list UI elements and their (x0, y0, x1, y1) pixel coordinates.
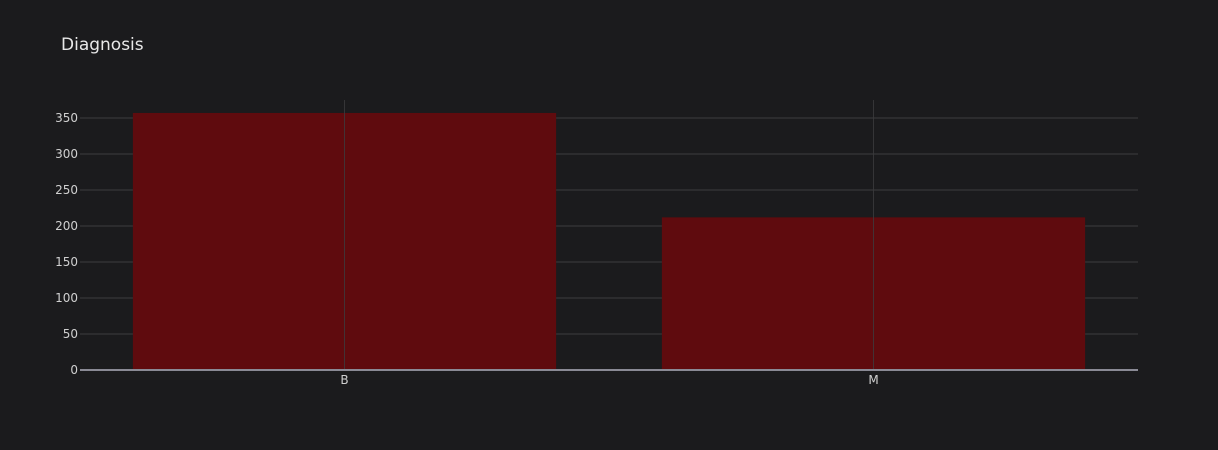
y-tick-label: 50 (63, 327, 78, 341)
x-tick-label-M: M (868, 373, 878, 387)
y-tick-label: 100 (55, 291, 78, 305)
chart-title: Diagnosis (61, 35, 144, 55)
y-tick-label: 200 (55, 219, 78, 233)
y-tick-label: 300 (55, 147, 78, 161)
bars (132, 112, 1086, 371)
y-tick-label: 350 (55, 111, 78, 125)
y-tick-label: 150 (55, 255, 78, 269)
y-tick-label: 250 (55, 183, 78, 197)
tick-labels: 0 50 100 150 200 250 300 350 B M (55, 111, 879, 387)
y-tick-label: 0 (70, 363, 78, 377)
x-tick-label-B: B (340, 373, 348, 387)
x-gridlines (344, 100, 874, 370)
